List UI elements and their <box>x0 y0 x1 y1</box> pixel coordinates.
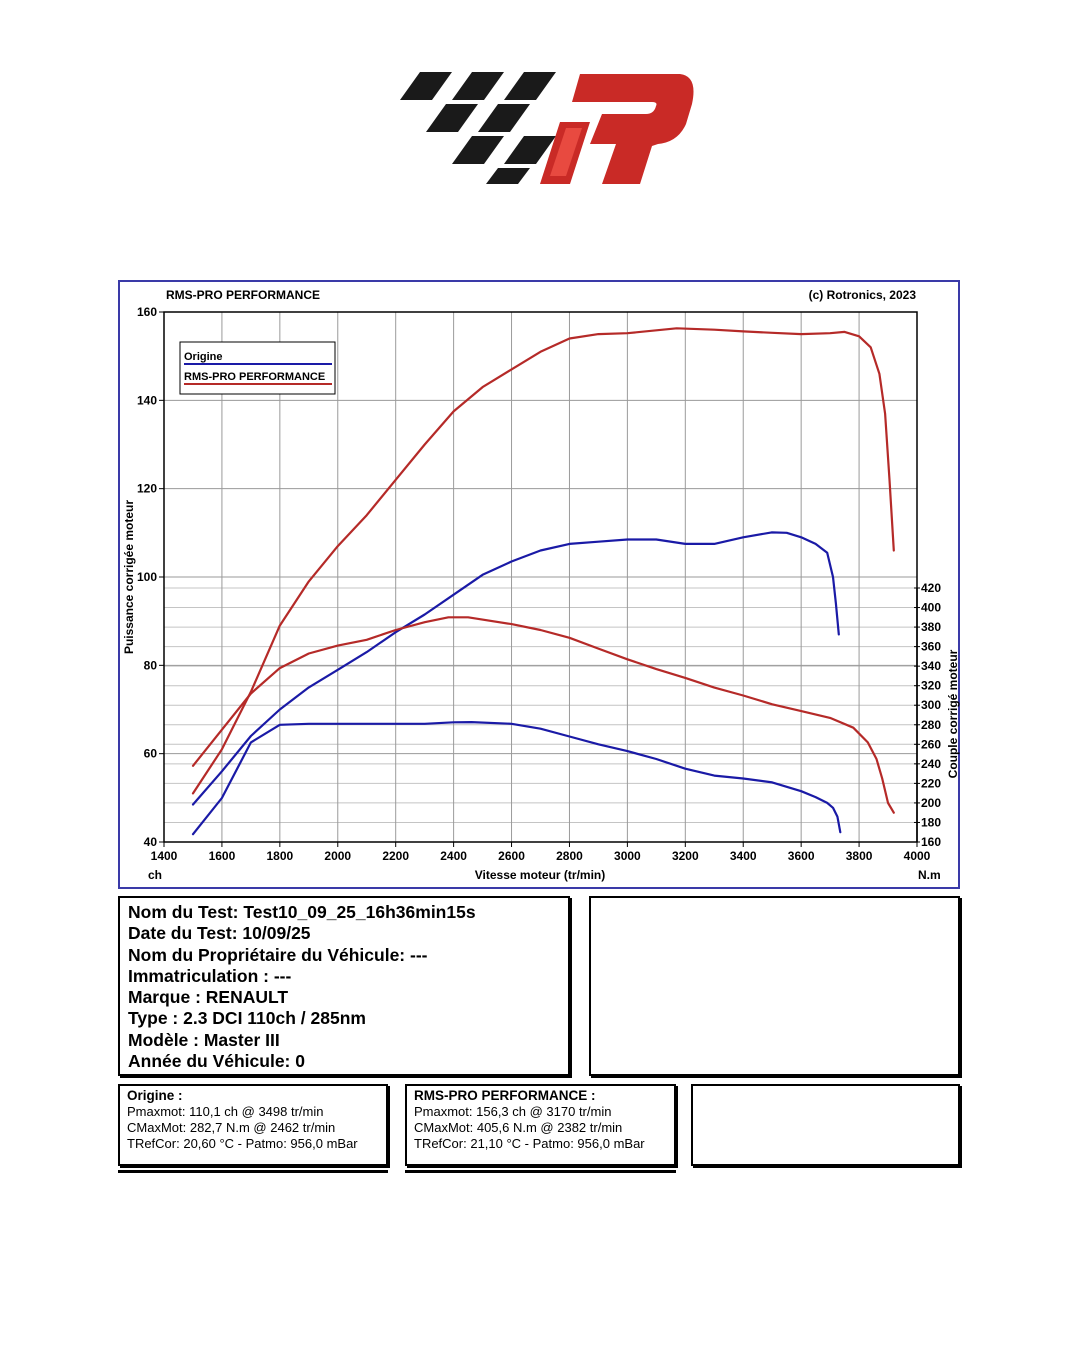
y-axis-label-right: Couple corrigé moteur <box>946 649 960 778</box>
y-right-tick-label: 360 <box>921 640 941 654</box>
divider <box>405 1170 676 1173</box>
x-axis-label: Vitesse moteur (tr/min) <box>475 868 605 882</box>
stat-power-origine: Pmaxmot: 110,1 ch @ 3498 tr/min <box>127 1104 324 1119</box>
stat-torque-origine: CMaxMot: 282,7 N.m @ 2462 tr/min <box>127 1120 336 1135</box>
x-tick-label: 2000 <box>324 849 351 863</box>
y-left-tick-label: 80 <box>144 658 158 672</box>
x-tick-label: 3400 <box>730 849 757 863</box>
y-left-tick-label: 140 <box>137 393 157 407</box>
stat-power-rms: Pmaxmot: 156,3 ch @ 3170 tr/min <box>414 1104 612 1119</box>
series-line-rms-power <box>191 327 895 795</box>
y-right-tick-label: 400 <box>921 601 941 615</box>
series-line-rms-torque <box>191 616 895 814</box>
divider <box>118 1170 388 1173</box>
x-tick-label: 2200 <box>382 849 409 863</box>
y-left-tick-label: 60 <box>144 747 158 761</box>
x-unit-left: ch <box>148 868 162 882</box>
checkered-flag-icon <box>400 72 556 184</box>
x-tick-label: 4000 <box>904 849 931 863</box>
stats-title-rms: RMS-PRO PERFORMANCE : <box>414 1088 596 1103</box>
chart-title-right: (c) Rotronics, 2023 <box>809 288 917 302</box>
x-tick-label: 3600 <box>788 849 815 863</box>
test-date: Date du Test: 10/09/25 <box>128 923 311 944</box>
empty-panel <box>589 896 960 1076</box>
y-right-tick-label: 220 <box>921 776 941 790</box>
stat-conditions-rms: TRefCor: 21,10 °C - Patmo: 956,0 mBar <box>414 1136 645 1151</box>
stats-panel-origine: Origine : Pmaxmot: 110,1 ch @ 3498 tr/mi… <box>118 1084 388 1166</box>
series-line-origine-torque <box>191 721 842 836</box>
x-tick-label: 1600 <box>209 849 236 863</box>
model: Modèle : Master III <box>128 1029 280 1050</box>
x-unit-right: N.m <box>918 868 941 882</box>
y-axis-label-left: Puissance corrigée moteur <box>122 500 136 654</box>
owner-name: Nom du Propriétaire du Véhicule: --- <box>128 944 428 965</box>
engine-type: Type : 2.3 DCI 110ch / 285nm <box>128 1008 366 1029</box>
y-right-tick-label: 160 <box>921 835 941 849</box>
y-right-tick-label: 260 <box>921 737 941 751</box>
y-right-tick-label: 200 <box>921 796 941 810</box>
y-right-tick-label: 380 <box>921 620 941 634</box>
stats-title-origine: Origine : <box>127 1088 183 1103</box>
y-right-tick-label: 300 <box>921 698 941 712</box>
y-right-tick-label: 420 <box>921 581 941 595</box>
test-name: Nom du Test: Test10_09_25_16h36min15s <box>128 902 476 922</box>
legend: Origine RMS-PRO PERFORMANCE <box>179 341 336 395</box>
legend-label-origine: Origine <box>184 351 223 363</box>
x-tick-label: 1400 <box>151 849 178 863</box>
x-tick-label: 2400 <box>440 849 467 863</box>
y-right-tick-label: 340 <box>921 659 941 673</box>
series-line-origine-power <box>191 531 840 806</box>
dyno-chart-frame: 1400 1600 1800 2000 2200 2400 2600 2800 3000 3200… <box>118 280 960 889</box>
x-tick-label: 3800 <box>846 849 873 863</box>
y-right-tick-label: 320 <box>921 679 941 693</box>
test-info-panel: Nom du Test: Test10_09_25_16h36min15s Da… <box>118 896 570 1076</box>
stat-conditions-origine: TRefCor: 20,60 °C - Patmo: 956,0 mBar <box>127 1136 358 1151</box>
chart-title-left: RMS-PRO PERFORMANCE <box>166 288 320 302</box>
y-right-tick-label: 280 <box>921 718 941 732</box>
y-left-tick-label: 120 <box>137 482 157 496</box>
r-letter-icon <box>540 74 694 184</box>
registration: Immatriculation : --- <box>128 965 292 986</box>
x-tick-label: 3200 <box>672 849 699 863</box>
y-left-tick-label: 40 <box>144 835 158 849</box>
y-right-tick-label: 240 <box>921 757 941 771</box>
vehicle-year: Année du Véhicule: 0 <box>128 1051 305 1072</box>
stats-panel-rms: RMS-PRO PERFORMANCE : Pmaxmot: 156,3 ch … <box>405 1084 676 1166</box>
legend-label-rms: RMS-PRO PERFORMANCE <box>184 371 325 383</box>
brand-logo <box>400 72 694 184</box>
brand: Marque : RENAULT <box>128 987 289 1008</box>
stat-torque-rms: CMaxMot: 405,6 N.m @ 2382 tr/min <box>414 1120 623 1135</box>
x-tick-label: 2800 <box>556 849 583 863</box>
y-left-tick-label: 160 <box>137 305 157 319</box>
y-left-tick-label: 100 <box>137 570 157 584</box>
y-right-tick-label: 180 <box>921 815 941 829</box>
x-tick-label: 2600 <box>498 849 525 863</box>
dyno-chart: 1400 1600 1800 2000 2200 2400 2600 2800 3000 3200… <box>122 288 960 882</box>
x-tick-label: 3000 <box>614 849 641 863</box>
empty-panel-small <box>691 1084 960 1166</box>
x-tick-label: 1800 <box>266 849 293 863</box>
